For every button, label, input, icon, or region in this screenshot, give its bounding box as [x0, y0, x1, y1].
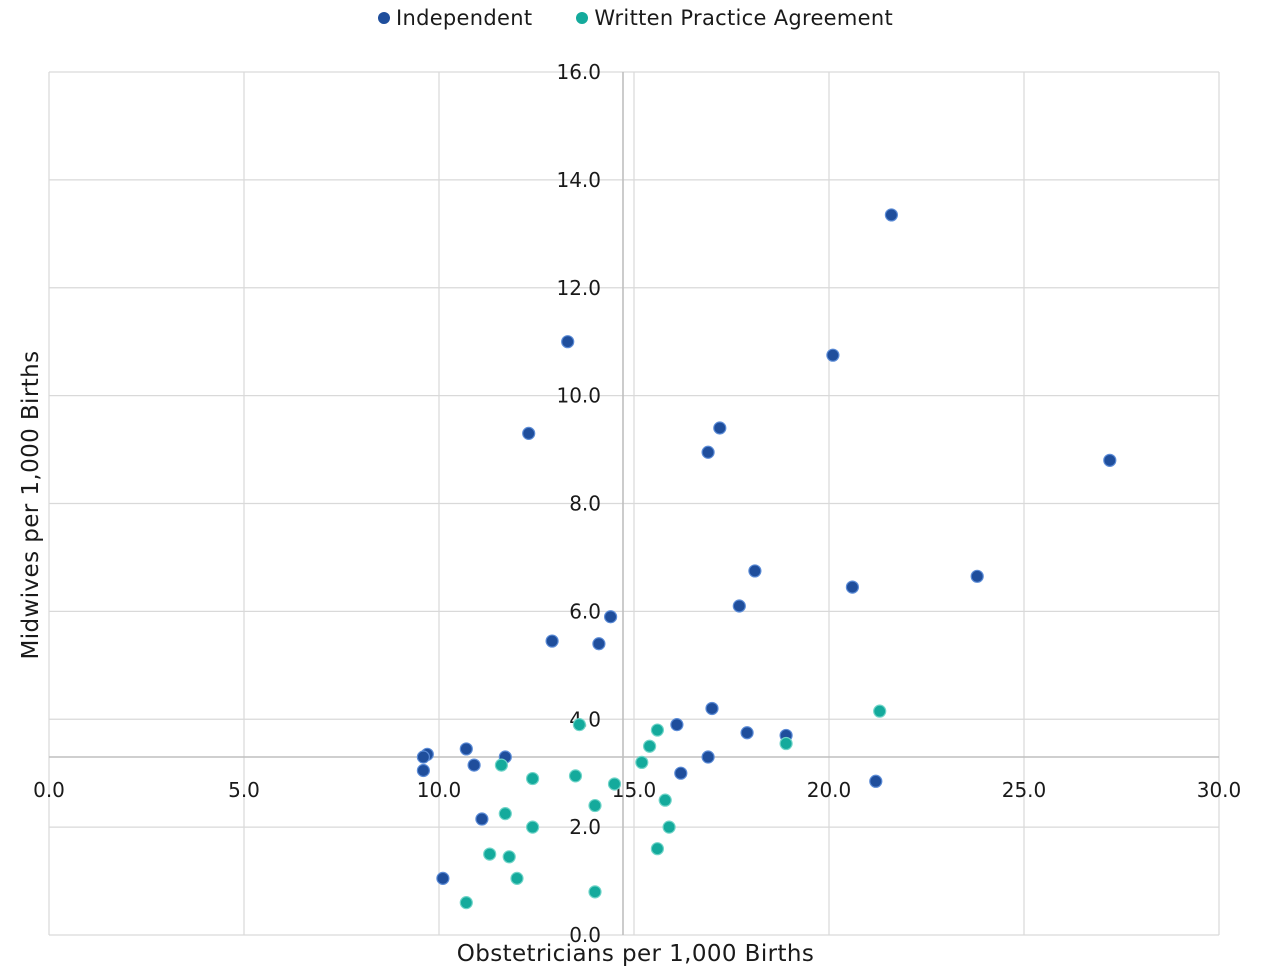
point-independent-6: [1103, 453, 1117, 467]
point-written-practice-agreement-6: [494, 758, 508, 772]
tick-labels: 0.0 5.0 10.0 15.0 20.0 25.0 30.00.02.04.06.08.…: [33, 60, 1241, 947]
point-independent-3: [522, 426, 536, 440]
y-tick-label-8: 16.0: [556, 60, 601, 84]
legend-marker-written-practice-agreement: [576, 12, 589, 24]
point-written-practice-agreement-2: [650, 723, 665, 737]
legend-label-independent: Independent: [395, 6, 533, 30]
y-tick-label-7: 14.0: [556, 168, 601, 192]
point-written-practice-agreement-9: [607, 777, 622, 791]
point-independent-18: [459, 742, 473, 756]
legend: Independent Written Practice Agreement: [0, 6, 1271, 30]
point-independent-12: [545, 634, 559, 648]
point-written-practice-agreement-19: [588, 885, 602, 899]
y-tick-label-3: 6.0: [569, 599, 601, 623]
legend-marker-independent: [377, 12, 390, 24]
point-written-practice-agreement-8: [525, 771, 540, 786]
y-axis-title: Midwives per 1,000 Births: [18, 350, 44, 660]
point-written-practice-agreement-20: [459, 896, 473, 910]
point-written-practice-agreement-15: [650, 842, 665, 856]
point-written-practice-agreement-14: [662, 820, 676, 834]
point-independent-28: [436, 871, 450, 885]
point-independent-2: [826, 348, 840, 362]
axes: [49, 72, 1219, 935]
point-written-practice-agreement-17: [502, 850, 516, 864]
point-written-practice-agreement-3: [779, 736, 793, 751]
point-independent-25: [674, 766, 688, 780]
y-tick-label-5: 10.0: [556, 384, 601, 408]
x-tick-label-6: 30.0: [1197, 778, 1242, 802]
point-independent-16: [740, 726, 754, 740]
x-tick-label-4: 20.0: [807, 778, 852, 802]
legend-item-written-practice-agreement: Written Practice Agreement: [576, 6, 893, 30]
point-independent-26: [869, 774, 883, 788]
point-independent-5: [701, 445, 715, 459]
point-independent-13: [592, 637, 606, 651]
point-independent-14: [705, 701, 719, 716]
y-tick-label-0: 0.0: [569, 923, 601, 947]
point-independent-20: [416, 750, 430, 764]
point-written-practice-agreement-16: [483, 847, 497, 861]
gridlines: [48, 71, 1220, 936]
point-written-practice-agreement-13: [525, 820, 540, 834]
point-independent-0: [884, 208, 899, 222]
point-written-practice-agreement-12: [498, 807, 512, 821]
x-axis-title: Obstetricians per 1,000 Births: [456, 941, 815, 967]
point-independent-22: [701, 750, 715, 764]
point-written-practice-agreement-1: [572, 718, 587, 732]
point-independent-9: [845, 580, 860, 594]
point-independent-7: [748, 564, 762, 578]
point-independent-11: [603, 610, 618, 624]
y-tick-label-6: 12.0: [556, 276, 601, 300]
point-written-practice-agreement-7: [568, 769, 583, 783]
point-independent-8: [970, 569, 984, 583]
x-tick-label-2: 10.0: [417, 778, 462, 802]
point-written-practice-agreement-18: [510, 871, 524, 885]
y-tick-label-1: 2.0: [569, 815, 601, 839]
point-written-practice-agreement-10: [658, 793, 672, 807]
point-independent-15: [670, 718, 684, 732]
x-tick-label-0: 0.0: [33, 778, 65, 802]
legend-label-written-practice-agreement: Written Practice Agreement: [594, 6, 894, 30]
point-written-practice-agreement-4: [642, 739, 657, 753]
legend-item-independent: Independent: [377, 6, 533, 30]
point-written-practice-agreement-5: [635, 755, 649, 770]
x-tick-label-5: 25.0: [1002, 778, 1047, 802]
point-independent-4: [713, 421, 727, 435]
data-points: [416, 208, 1117, 910]
point-independent-27: [475, 812, 489, 826]
x-tick-label-1: 5.0: [228, 778, 260, 802]
point-independent-10: [732, 599, 746, 613]
point-written-practice-agreement-0: [873, 704, 887, 718]
point-independent-23: [467, 758, 481, 772]
point-written-practice-agreement-11: [588, 798, 602, 813]
point-independent-24: [416, 763, 430, 778]
y-tick-label-4: 8.0: [569, 492, 601, 516]
point-independent-1: [561, 335, 575, 349]
